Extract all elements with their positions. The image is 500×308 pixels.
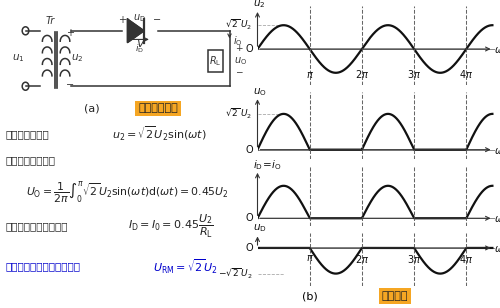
Text: $u_2$: $u_2$ bbox=[254, 0, 266, 10]
Text: 二极管承受的反向峰値电压: 二极管承受的反向峰値电压 bbox=[5, 261, 80, 271]
Text: $i_{\rm O}$: $i_{\rm O}$ bbox=[234, 35, 243, 48]
Text: $u_2=\sqrt{2}U_2\sin(\omega t)$: $u_2=\sqrt{2}U_2\sin(\omega t)$ bbox=[112, 125, 207, 143]
Text: +: + bbox=[66, 28, 74, 38]
Text: $\omega t$: $\omega t$ bbox=[494, 43, 500, 55]
Polygon shape bbox=[128, 19, 144, 43]
Text: Tr: Tr bbox=[45, 16, 54, 26]
Text: $\pi$: $\pi$ bbox=[306, 71, 314, 80]
Text: O: O bbox=[246, 243, 254, 253]
Text: $2\pi$: $2\pi$ bbox=[355, 253, 369, 265]
Text: $3\pi$: $3\pi$ bbox=[407, 253, 421, 265]
Text: $2\pi$: $2\pi$ bbox=[355, 68, 369, 80]
Text: +: + bbox=[234, 44, 242, 53]
Text: (b): (b) bbox=[302, 291, 318, 301]
Text: (a): (a) bbox=[84, 103, 100, 113]
Text: $i_{\rm D}$: $i_{\rm D}$ bbox=[135, 43, 144, 55]
Text: $u_2$: $u_2$ bbox=[72, 53, 84, 64]
Text: $\sqrt{2}\,U_2$: $\sqrt{2}\,U_2$ bbox=[225, 107, 252, 121]
Text: $R_{\rm L}$: $R_{\rm L}$ bbox=[209, 54, 222, 68]
Bar bbox=[208, 50, 222, 72]
Text: −: − bbox=[153, 15, 161, 25]
Text: $U_{\rm RM}=\sqrt{2}U_2$: $U_{\rm RM}=\sqrt{2}U_2$ bbox=[153, 257, 218, 276]
Text: O: O bbox=[246, 145, 254, 155]
Text: $u_{\rm D}$: $u_{\rm D}$ bbox=[134, 13, 146, 24]
Text: V: V bbox=[136, 39, 143, 49]
Text: $I_{\rm D}=I_0=0.45\dfrac{U_2}{R_{\rm L}}$: $I_{\rm D}=I_0=0.45\dfrac{U_2}{R_{\rm L}… bbox=[128, 213, 213, 240]
Text: $U_{\rm O}=\dfrac{1}{2\pi}\int_0^{\pi}\sqrt{2}U_2\sin(\omega t){\rm d}(\omega t): $U_{\rm O}=\dfrac{1}{2\pi}\int_0^{\pi}\s… bbox=[26, 180, 228, 205]
Text: $\omega t$: $\omega t$ bbox=[494, 144, 500, 156]
Text: 变压器二次变压: 变压器二次变压 bbox=[5, 129, 49, 139]
Text: $u_1$: $u_1$ bbox=[12, 53, 24, 64]
Text: $\pi$: $\pi$ bbox=[306, 253, 314, 262]
Text: $u_{\rm O}$: $u_{\rm O}$ bbox=[234, 55, 247, 67]
Text: −: − bbox=[66, 80, 74, 90]
Text: $4\pi$: $4\pi$ bbox=[459, 68, 473, 80]
Text: O: O bbox=[246, 44, 254, 54]
Text: 流过二极管的平均电流: 流过二极管的平均电流 bbox=[5, 221, 68, 231]
Text: $\omega t$: $\omega t$ bbox=[494, 242, 500, 254]
Text: $\omega t$: $\omega t$ bbox=[494, 212, 500, 224]
Text: −: − bbox=[234, 67, 242, 76]
Text: $3\pi$: $3\pi$ bbox=[407, 68, 421, 80]
Text: $u_{\rm D}$: $u_{\rm D}$ bbox=[254, 222, 267, 234]
Text: $i_{\rm D}\!=\!i_{\rm O}$: $i_{\rm D}\!=\!i_{\rm O}$ bbox=[254, 158, 281, 172]
Text: $u_{\rm O}$: $u_{\rm O}$ bbox=[254, 86, 267, 98]
Text: $-\sqrt{2}\,U_2$: $-\sqrt{2}\,U_2$ bbox=[218, 267, 252, 281]
Text: 输出电压的平均値: 输出电压的平均値 bbox=[5, 155, 55, 165]
Text: $4\pi$: $4\pi$ bbox=[459, 253, 473, 265]
Text: 输出波形: 输出波形 bbox=[382, 291, 408, 301]
Text: +: + bbox=[118, 15, 126, 25]
Text: $\sqrt{2}\,U_2$: $\sqrt{2}\,U_2$ bbox=[225, 18, 252, 32]
Text: 半波整流电路: 半波整流电路 bbox=[138, 103, 178, 113]
Text: O: O bbox=[246, 213, 254, 223]
